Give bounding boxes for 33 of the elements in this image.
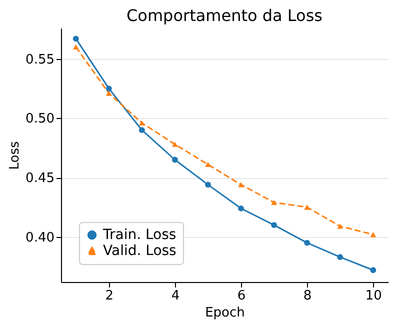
legend-label: Train. Loss bbox=[102, 227, 176, 243]
y-tick-label: 0.40 bbox=[26, 230, 54, 246]
point bbox=[172, 156, 178, 163]
y-tick-label: 0.50 bbox=[26, 112, 54, 127]
point bbox=[304, 204, 310, 210]
point bbox=[337, 254, 344, 260]
point bbox=[337, 224, 344, 229]
legend-label: Valid. Loss bbox=[103, 243, 176, 259]
point bbox=[172, 142, 178, 147]
point bbox=[138, 127, 145, 134]
point bbox=[370, 232, 376, 238]
x-tick-label: 8 bbox=[303, 288, 312, 304]
x-tick-label: 6 bbox=[237, 288, 246, 304]
point bbox=[271, 200, 278, 206]
point bbox=[72, 44, 79, 50]
point bbox=[72, 36, 79, 42]
point bbox=[370, 267, 376, 274]
point bbox=[138, 120, 145, 126]
point bbox=[205, 162, 211, 168]
y-axis-title: Loss bbox=[8, 141, 23, 170]
x-tick-label: 4 bbox=[171, 288, 180, 304]
point bbox=[205, 182, 211, 188]
y-tick-label: 0.55 bbox=[26, 52, 54, 68]
x-tick-label: 10 bbox=[365, 288, 382, 304]
x-tick-label: 2 bbox=[105, 288, 114, 304]
point bbox=[271, 222, 278, 228]
y-tick-label: 0.45 bbox=[26, 171, 54, 186]
point bbox=[106, 90, 112, 96]
point bbox=[106, 86, 112, 92]
point bbox=[304, 240, 310, 246]
x-axis-title: Epoch bbox=[205, 306, 245, 320]
chart-title: Comportamento da Loss bbox=[126, 6, 323, 25]
point bbox=[238, 205, 244, 212]
